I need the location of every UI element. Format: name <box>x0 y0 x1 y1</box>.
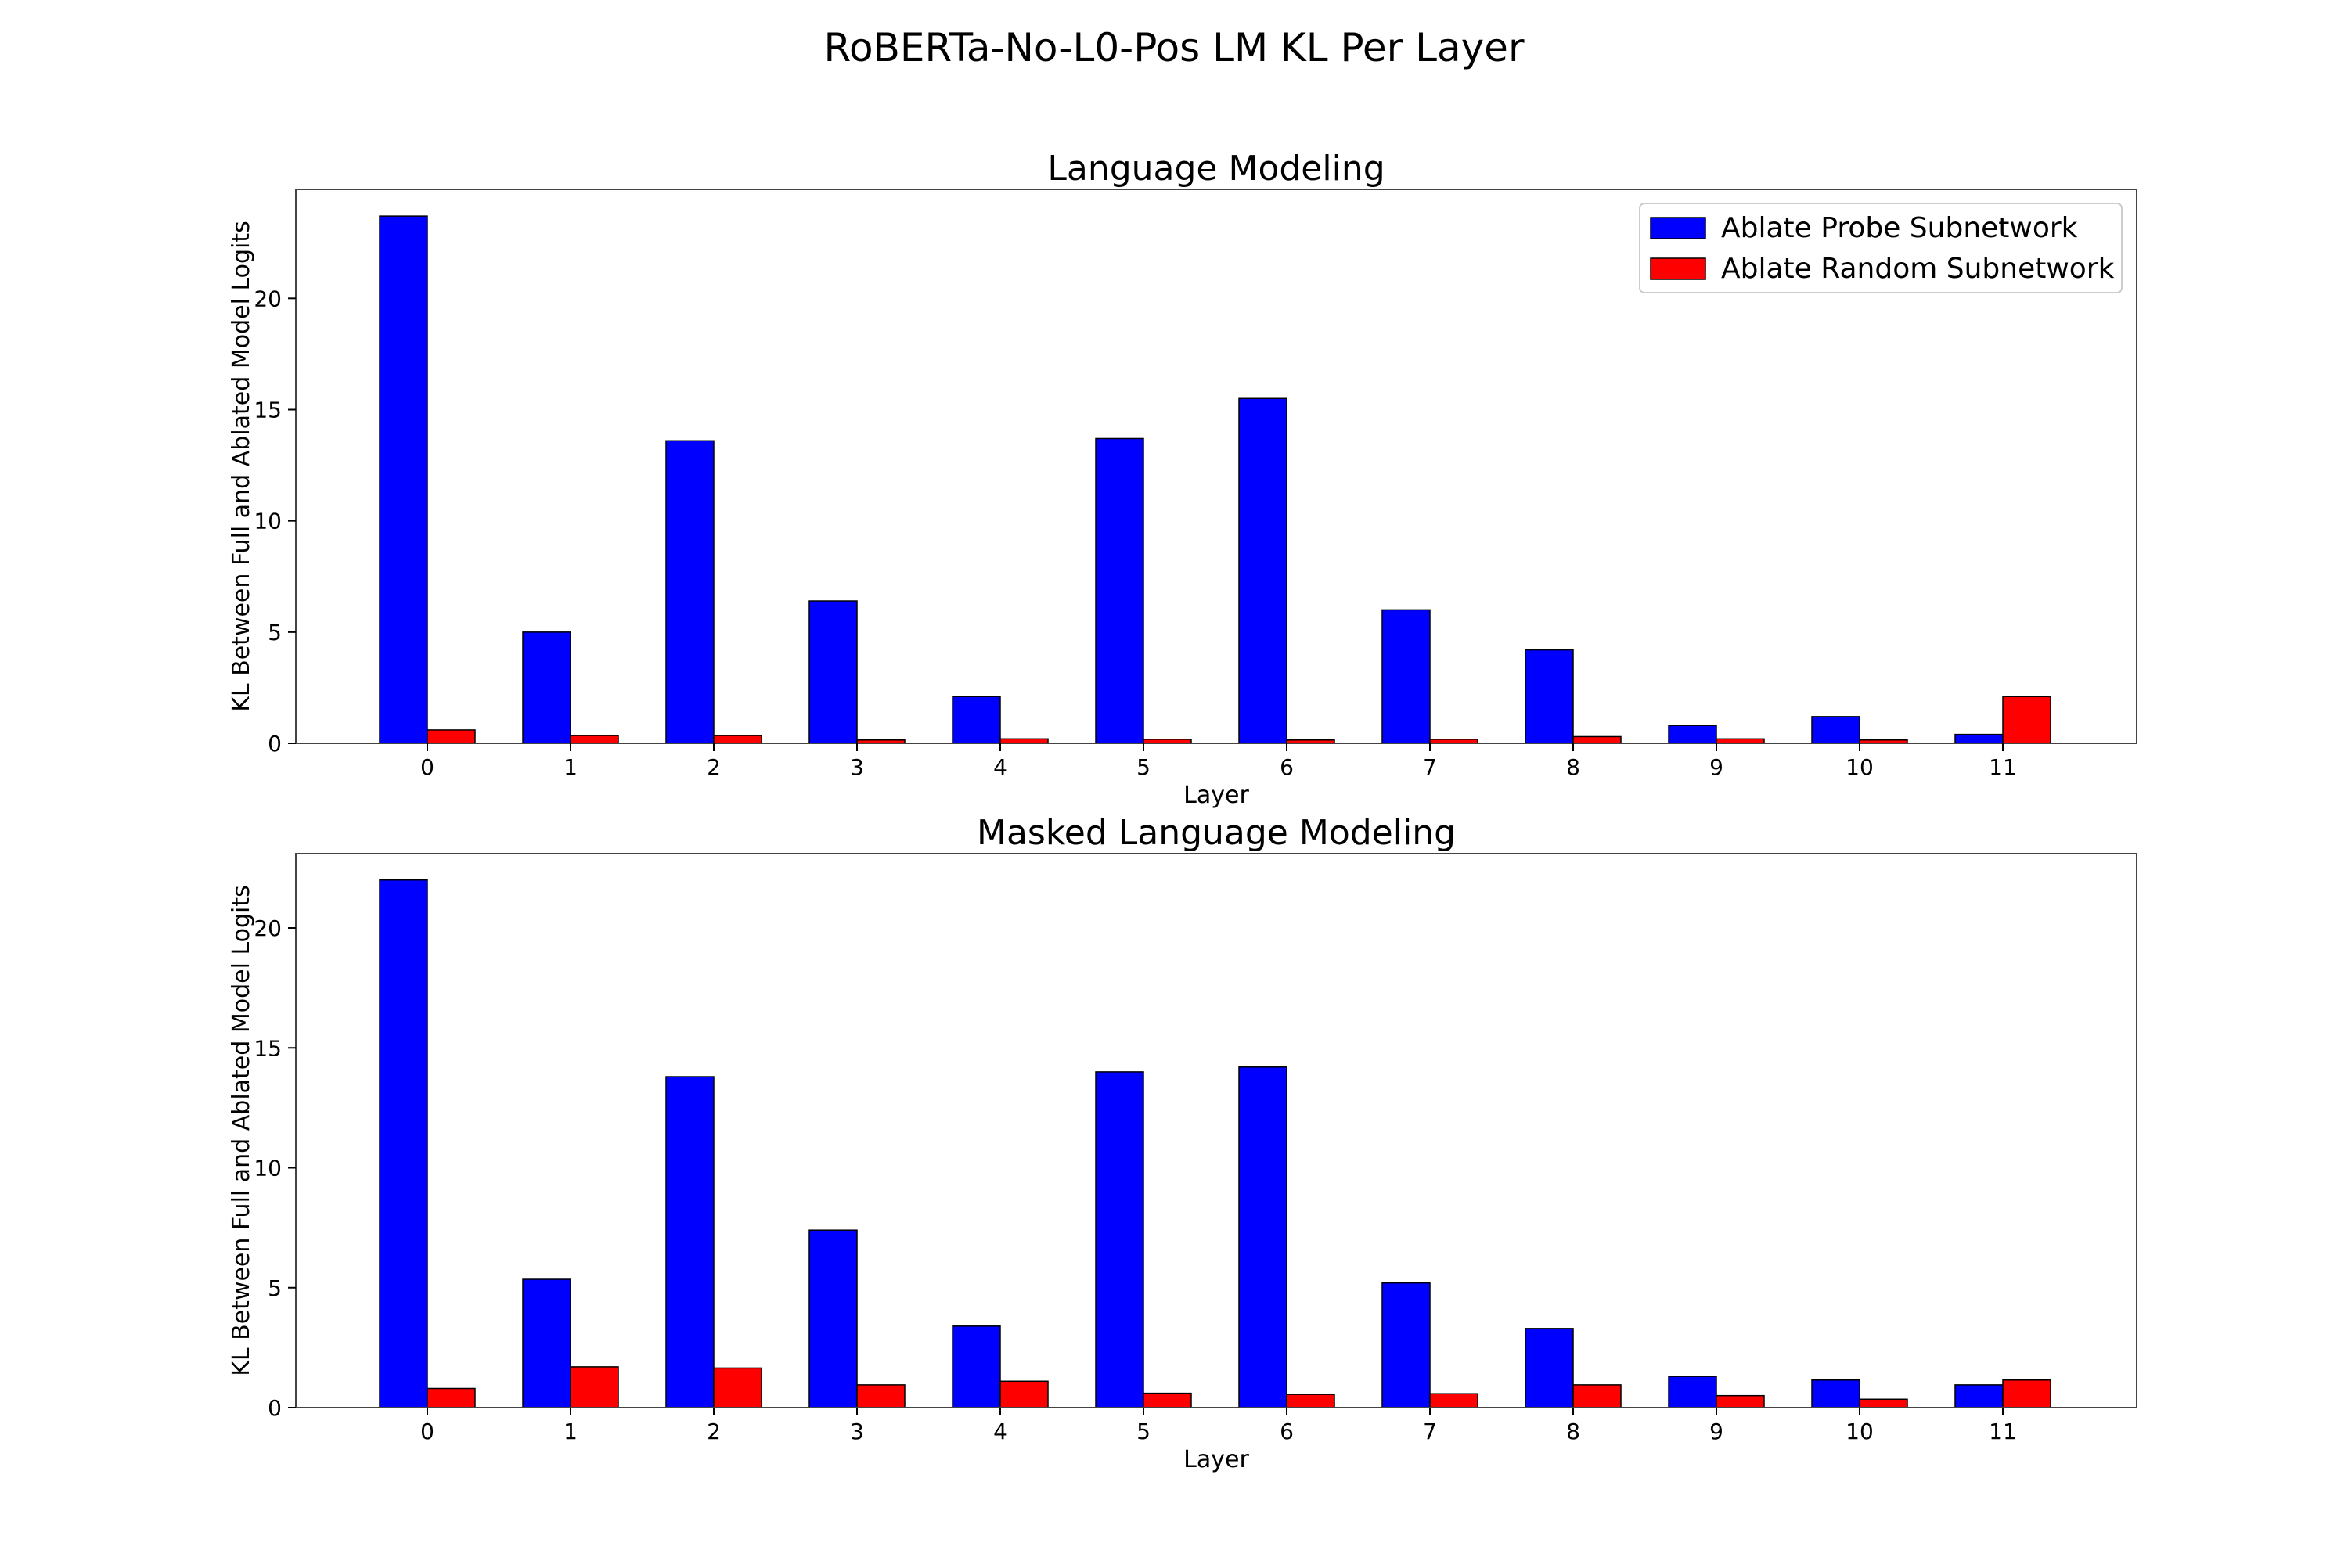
x-tick-label: 9 <box>1709 754 1723 780</box>
bar-probe-layer-5 <box>1095 437 1144 744</box>
bar-random-layer-2 <box>713 1367 762 1408</box>
y-tick-label: 0 <box>268 731 282 757</box>
bar-probe-layer-9 <box>1668 1376 1717 1408</box>
bar-random-layer-8 <box>1572 735 1622 744</box>
y-tick-label: 20 <box>254 915 282 941</box>
bar-random-layer-5 <box>1143 1392 1192 1408</box>
bar-probe-layer-9 <box>1668 725 1717 744</box>
bar-random-layer-2 <box>713 735 762 744</box>
bar-random-layer-11 <box>2002 696 2051 744</box>
axes-frame <box>295 189 2137 744</box>
bar-probe-layer-2 <box>665 1076 715 1408</box>
panel-title: Language Modeling <box>1047 149 1385 189</box>
bar-probe-layer-10 <box>1811 716 1860 744</box>
x-tick-label: 6 <box>1280 754 1294 780</box>
x-tick-label: 3 <box>850 1419 864 1444</box>
x-tick-label: 3 <box>850 754 864 780</box>
x-tick-label: 4 <box>993 754 1007 780</box>
x-tick-label: 10 <box>1846 1419 1874 1444</box>
bar-random-layer-0 <box>427 1387 476 1408</box>
bar-probe-layer-1 <box>522 631 571 744</box>
bar-probe-layer-4 <box>952 1325 1001 1408</box>
legend-box <box>1639 203 2123 293</box>
bar-random-layer-8 <box>1572 1384 1622 1408</box>
bar-random-layer-9 <box>1716 1394 1765 1408</box>
bar-probe-layer-6 <box>1238 397 1287 744</box>
x-tick-label: 0 <box>420 754 434 780</box>
bar-random-layer-0 <box>427 729 476 744</box>
x-tick-label: 1 <box>564 754 578 780</box>
y-tick-label: 15 <box>254 1035 282 1061</box>
x-tick-label: 5 <box>1136 754 1151 780</box>
x-tick-label: 7 <box>1423 754 1437 780</box>
y-tick-label: 20 <box>254 286 282 311</box>
bar-probe-layer-6 <box>1238 1066 1287 1408</box>
bar-probe-layer-3 <box>808 1229 858 1408</box>
y-tick-label: 10 <box>254 509 282 534</box>
bar-probe-layer-4 <box>952 696 1001 744</box>
legend-swatch-probe <box>1650 217 1706 239</box>
legend-label-random: Ablate Random Subnetwork <box>1721 253 2115 285</box>
y-tick-label: 10 <box>254 1156 282 1181</box>
bar-random-layer-1 <box>570 735 619 744</box>
bar-probe-layer-1 <box>522 1278 571 1408</box>
x-tick-label: 7 <box>1423 1419 1437 1444</box>
bar-probe-layer-7 <box>1381 609 1431 744</box>
bar-random-layer-7 <box>1429 1393 1478 1408</box>
bar-probe-layer-11 <box>1954 733 2004 744</box>
bar-random-layer-3 <box>856 1384 906 1408</box>
x-tick-label: 2 <box>707 1419 721 1444</box>
bar-probe-layer-5 <box>1095 1071 1144 1408</box>
bar-probe-layer-0 <box>379 879 428 1408</box>
x-tick-label: 8 <box>1566 754 1580 780</box>
bar-probe-layer-2 <box>665 440 715 744</box>
y-tick-label: 5 <box>268 1275 282 1301</box>
y-tick-label: 5 <box>268 620 282 646</box>
bar-random-layer-4 <box>999 1380 1049 1408</box>
bar-random-layer-1 <box>570 1366 619 1408</box>
x-tick-label: 8 <box>1566 1419 1580 1444</box>
chart-panel-0: Language Modeling 0 1 2 3 4 5 6 7 8 9 10 11 0 5 10 15 20 L… <box>228 149 2137 809</box>
x-tick-label: 6 <box>1280 1419 1294 1444</box>
bar-random-layer-11 <box>2002 1379 2051 1408</box>
legend-swatch-random <box>1650 257 1706 280</box>
bar-probe-layer-11 <box>1954 1384 2004 1408</box>
panel-title: Masked Language Modeling <box>977 813 1456 853</box>
legend: Ablate Probe Subnetwork Ablate Random Sub… <box>1639 203 2123 293</box>
y-axis-label: KL Between Full and Ablated Model Logits <box>228 885 255 1376</box>
y-tick-label: 0 <box>268 1395 282 1421</box>
y-tick-label: 15 <box>254 397 282 423</box>
chart-panel-1: Masked Language Modeling 0 1 2 3 4 5 6 7 8 9 10 11 0 5… <box>228 813 2137 1473</box>
axes-frame <box>295 853 2137 1408</box>
x-tick-label: 10 <box>1846 754 1874 780</box>
bar-probe-layer-10 <box>1811 1379 1860 1408</box>
x-axis-label: Layer <box>1183 782 1249 809</box>
x-tick-label: 11 <box>1989 1419 2017 1444</box>
bar-probe-layer-7 <box>1381 1282 1431 1408</box>
bar-random-layer-6 <box>1286 1394 1335 1408</box>
y-axis-label: KL Between Full and Ablated Model Logits <box>228 221 255 712</box>
x-tick-label: 5 <box>1136 1419 1151 1444</box>
bar-probe-layer-8 <box>1525 649 1574 744</box>
legend-label-probe: Ablate Probe Subnetwork <box>1721 212 2078 244</box>
x-tick-label: 9 <box>1709 1419 1723 1444</box>
bar-probe-layer-8 <box>1525 1328 1574 1408</box>
x-tick-label: 4 <box>993 1419 1007 1444</box>
x-tick-label: 11 <box>1989 754 2017 780</box>
x-tick-label: 2 <box>707 754 721 780</box>
bar-probe-layer-3 <box>808 600 858 744</box>
x-axis-label: Layer <box>1183 1446 1249 1473</box>
x-tick-label: 1 <box>564 1419 578 1444</box>
figure-title: RoBERTa-No-L0-Pos LM KL Per Layer <box>823 25 1524 70</box>
x-tick-label: 0 <box>420 1419 434 1444</box>
bar-random-layer-10 <box>1859 1398 1908 1408</box>
bar-probe-layer-0 <box>379 215 428 744</box>
